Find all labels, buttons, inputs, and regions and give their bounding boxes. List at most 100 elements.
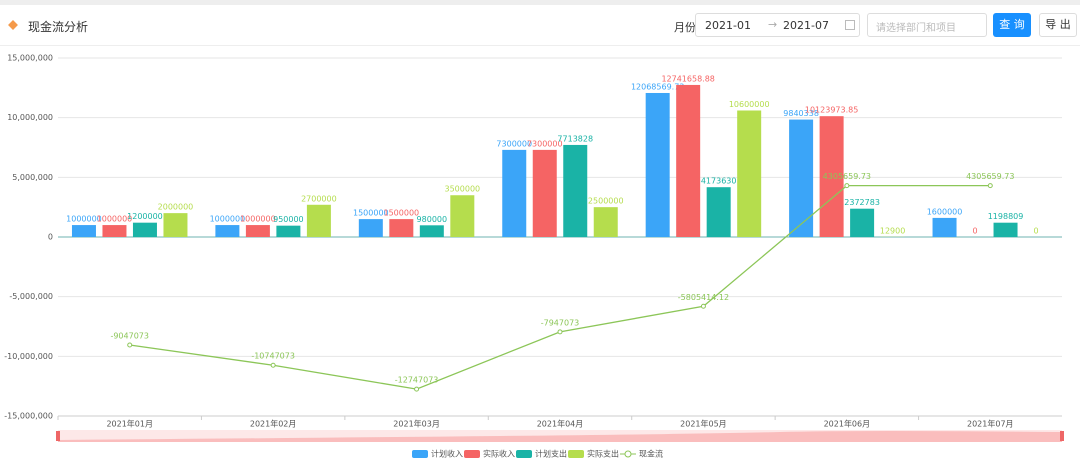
value-label: -7947073 [541, 318, 580, 327]
legend-label: 计划收入 [431, 449, 463, 459]
value-label: 980000 [417, 215, 448, 224]
point [557, 329, 563, 335]
top-strip [0, 0, 1080, 5]
arrow: → [768, 18, 778, 31]
legend-swatch [412, 450, 428, 458]
x-tick-label: 2021年01月 [106, 419, 153, 429]
bar [276, 225, 301, 237]
bar [306, 204, 331, 237]
value-label: 12068569.73 [631, 82, 684, 91]
value-label: 1000000 [210, 215, 246, 224]
y-tick-label: -10,000,000 [4, 352, 53, 361]
x-tick-label: 2021年05月 [680, 419, 727, 429]
value-label: 1198809 [988, 212, 1024, 221]
value-label: 1500000 [353, 209, 389, 218]
legend-swatch [516, 450, 532, 458]
legend-label: 实际支出 [587, 449, 619, 459]
legend-swatch [624, 450, 632, 458]
value-label: 1000000 [66, 215, 102, 224]
value-label: 1000000 [240, 215, 276, 224]
value-label: 4173630 [701, 177, 737, 186]
point [987, 183, 993, 189]
y-tick-label: 10,000,000 [7, 113, 53, 122]
bar [450, 195, 475, 237]
value-label: 1500000 [384, 209, 420, 218]
y-tick-label: 15,000,000 [7, 54, 53, 63]
value-label: 10123973.85 [805, 106, 858, 115]
bar [676, 84, 701, 237]
x-tick-label: 2021年04月 [537, 419, 584, 429]
bar [563, 144, 588, 237]
title: 现金流分析 [28, 20, 89, 34]
zoom-handle[interactable] [56, 431, 60, 441]
bar [532, 149, 557, 237]
bar [215, 225, 240, 237]
zoom-handle[interactable] [1060, 431, 1064, 441]
value-label: -9047073 [110, 331, 149, 340]
value-label: 10600000 [729, 100, 770, 109]
calendar-icon [845, 20, 855, 30]
bar [163, 213, 188, 237]
legend-label: 计划支出 [535, 449, 567, 459]
month-label: 月份 [674, 21, 696, 34]
value-label: 0 [972, 227, 977, 236]
legend-swatch [464, 450, 480, 458]
bar [358, 219, 383, 237]
value-label: 2372783 [844, 198, 880, 207]
bar [593, 207, 618, 237]
value-label: 1200000 [127, 212, 163, 221]
bar [245, 225, 270, 237]
y-tick-label: 5,000,000 [12, 173, 53, 182]
value-label: 3500000 [445, 185, 481, 194]
query-button[interactable]: 查 询 [993, 13, 1031, 37]
bar [819, 116, 844, 237]
value-label: 7300000 [496, 139, 532, 148]
bar [71, 225, 96, 237]
x-tick-label: 2021年07月 [967, 419, 1014, 429]
bar [789, 119, 814, 237]
filter-input[interactable]: 请选择部门和项目 [867, 13, 987, 37]
x-tick-label: 2021年06月 [824, 419, 871, 429]
bar [932, 217, 957, 237]
bar [706, 187, 731, 237]
bar [419, 225, 444, 237]
value-label: 12900 [880, 226, 905, 235]
date-range[interactable]: 2021-01 → 2021-07 [695, 13, 860, 37]
bar [850, 208, 875, 237]
value-label: 12741658.88 [661, 74, 714, 83]
point [844, 183, 850, 189]
bar [737, 110, 762, 237]
legend-label: 实际收入 [483, 449, 515, 459]
point [127, 342, 133, 348]
zoom-shape [58, 431, 1062, 442]
y-tick-label: 0 [48, 233, 53, 242]
y-tick-label: -5,000,000 [9, 292, 53, 301]
x-tick-label: 2021年03月 [393, 419, 440, 429]
value-label: -10747073 [251, 352, 295, 361]
bar [132, 222, 157, 237]
value-label: -5805414.12 [678, 293, 729, 302]
value-label: 4305659.73 [966, 172, 1014, 181]
value-label: 0 [1033, 227, 1038, 236]
x-tick-label: 2021年02月 [250, 419, 297, 429]
value-label: 2700000 [301, 194, 337, 203]
export-button[interactable]: 导 出 [1039, 13, 1077, 37]
legend-swatch [568, 450, 584, 458]
value-label: 1000000 [97, 215, 133, 224]
point [270, 362, 276, 368]
value-label: 4305659.73 [823, 172, 871, 181]
bar [645, 92, 670, 237]
point [700, 303, 706, 309]
value-label: 7300000 [527, 139, 563, 148]
date-start: 2021-01 [705, 19, 751, 32]
point [414, 386, 420, 392]
value-label: 1600000 [927, 207, 963, 216]
value-label: 950000 [273, 215, 304, 224]
header: 现金流分析 月份 2021-01 → 2021-07 请选择部门和项目 查 询 … [0, 5, 1080, 46]
value-label: 2500000 [588, 197, 624, 206]
bar [502, 149, 527, 237]
legend-label: 现金流 [639, 449, 663, 459]
value-label: 7713828 [557, 134, 593, 143]
